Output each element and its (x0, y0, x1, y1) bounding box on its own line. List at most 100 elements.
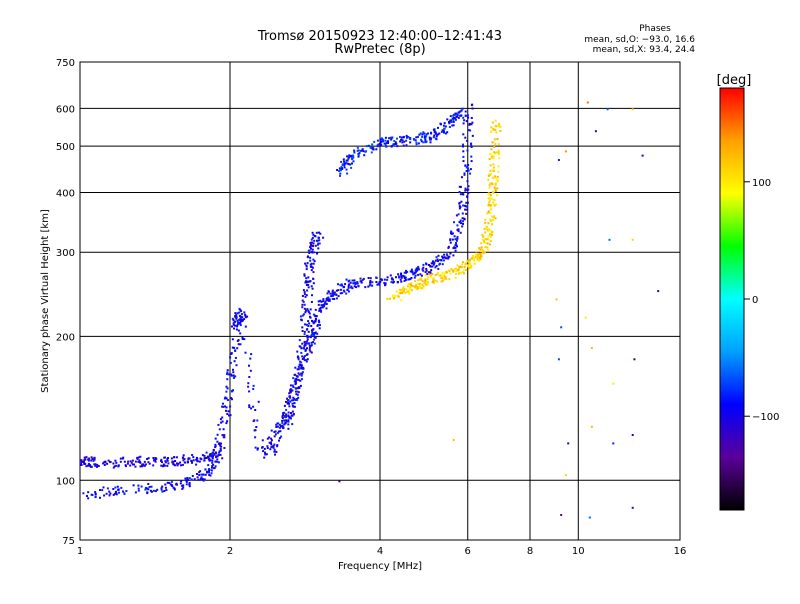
scatter-point (452, 439, 455, 441)
y-tick-label: 500 (56, 142, 75, 153)
trace-point (425, 282, 427, 285)
trace-point (236, 319, 239, 322)
trace-point (369, 146, 372, 149)
trace-point (432, 263, 435, 266)
trace-point (492, 170, 495, 172)
trace-point (433, 262, 436, 264)
trace-point (114, 486, 117, 489)
trace-point (470, 146, 473, 148)
trace-point (309, 335, 312, 338)
trace-point (456, 228, 459, 231)
trace-point (302, 367, 305, 370)
trace-point (341, 168, 344, 170)
trace-point (386, 297, 389, 300)
trace-point (162, 463, 165, 466)
trace-point (415, 284, 418, 287)
trace-point (313, 260, 316, 263)
trace-point (447, 246, 450, 249)
trace-point (182, 459, 185, 462)
trace-point (361, 148, 364, 151)
trace-point (216, 440, 219, 443)
trace-point (347, 157, 350, 160)
trace-point (339, 284, 342, 287)
trace-point (123, 460, 126, 463)
trace-point (292, 377, 295, 380)
trace-point (301, 358, 304, 360)
trace-point (160, 487, 163, 490)
trace-point (466, 260, 469, 263)
trace-point (309, 315, 311, 318)
trace-point (287, 420, 290, 423)
scatter-point (560, 326, 563, 329)
trace-point (191, 454, 194, 456)
trace-point (211, 454, 214, 457)
trace-point (408, 287, 411, 290)
trace-point (348, 156, 350, 159)
trace-point (470, 155, 473, 158)
trace-point (396, 137, 398, 140)
trace-point (272, 445, 275, 448)
trace-point (246, 315, 249, 318)
trace-point (347, 290, 350, 293)
trace-point (266, 447, 269, 449)
trace-point (309, 350, 312, 353)
trace-point (341, 284, 344, 287)
trace-point (460, 114, 463, 117)
trace-point (463, 217, 466, 220)
trace-point (463, 266, 466, 269)
trace-point (407, 284, 410, 287)
trace-point (305, 359, 308, 362)
trace-point (307, 330, 310, 333)
trace-point (498, 124, 501, 127)
trace-point (244, 314, 247, 317)
trace-point (471, 103, 474, 106)
trace-point (209, 454, 212, 457)
trace-point (216, 455, 219, 458)
trace-point (436, 133, 439, 136)
trace-point (90, 456, 93, 459)
trace-point (172, 486, 175, 489)
trace-point (152, 489, 155, 492)
trace-point (182, 486, 185, 489)
trace-point (106, 462, 109, 465)
trace-point (302, 313, 305, 316)
trace-point (270, 429, 273, 432)
trace-point (254, 446, 257, 449)
trace-point (476, 257, 479, 260)
trace-point (231, 317, 234, 320)
trace-point (473, 259, 475, 262)
trace-point (239, 318, 242, 321)
trace-point (391, 278, 394, 281)
trace-point (285, 408, 288, 411)
trace-point (318, 327, 321, 330)
trace-point (463, 172, 466, 175)
trace-point (467, 164, 470, 166)
trace-point (281, 417, 284, 420)
trace-point (339, 174, 341, 177)
trace-point (465, 269, 468, 271)
trace-point (147, 461, 150, 464)
scatter-point (557, 358, 560, 361)
trace-point (188, 483, 191, 486)
trace-point (441, 263, 444, 266)
trace-point (222, 436, 225, 439)
trace-point (371, 143, 374, 146)
trace-point (462, 116, 465, 119)
trace-point (147, 483, 150, 485)
trace-point (458, 202, 461, 205)
trace-point (247, 382, 250, 385)
trace-point (486, 212, 489, 215)
trace-point (112, 493, 115, 496)
trace-point (236, 325, 238, 328)
trace-point (383, 282, 386, 285)
trace-point (474, 256, 477, 259)
trace-point (331, 292, 334, 295)
trace-point (297, 396, 300, 399)
trace-point (275, 426, 278, 428)
trace-point (456, 264, 459, 267)
trace-point (479, 248, 482, 251)
trace-point (458, 207, 461, 210)
trace-point (488, 204, 491, 206)
trace-point (239, 332, 242, 335)
trace-point (161, 485, 164, 488)
